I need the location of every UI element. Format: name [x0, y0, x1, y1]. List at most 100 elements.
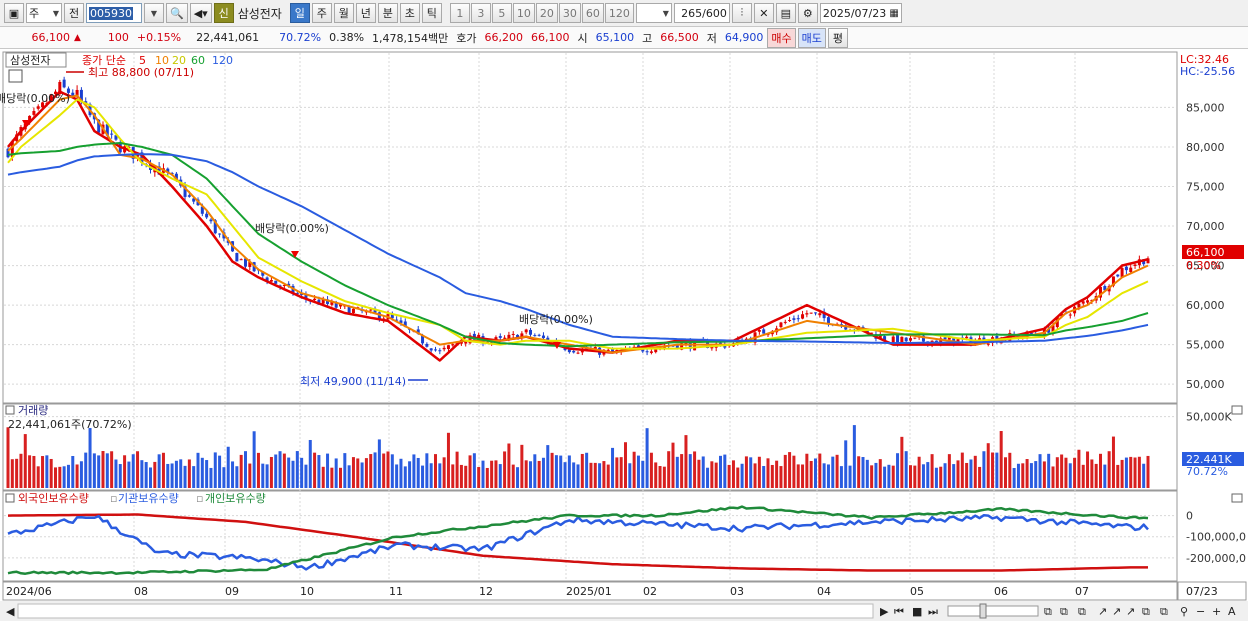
tool-icon[interactable]: ↗ — [1112, 605, 1121, 618]
candle-body — [567, 349, 571, 353]
period-tab[interactable]: 분 — [377, 3, 398, 23]
volume-bar — [749, 457, 753, 488]
volume-bar — [49, 458, 53, 488]
zoom-slider[interactable] — [947, 605, 1039, 617]
period-tab[interactable]: 일 — [289, 3, 310, 23]
gear-icon[interactable]: ⚙ — [797, 3, 818, 23]
zoom-out-icon[interactable]: − — [1196, 605, 1205, 618]
ma-60: 60 — [191, 54, 205, 67]
table-icon[interactable] — [8, 69, 23, 83]
stock-code-input[interactable]: 005930 — [86, 3, 142, 23]
prev-button[interactable]: 전 — [64, 3, 84, 23]
volume-close-icon[interactable] — [1231, 405, 1243, 415]
volume-bar — [1103, 464, 1107, 488]
volume-bar — [360, 462, 364, 488]
volume-title: 거래량 — [18, 404, 48, 417]
volume-bar — [1129, 456, 1133, 488]
first-icon[interactable]: ⏮ — [894, 605, 904, 618]
volume-bar — [1077, 449, 1081, 488]
multiplier-tab[interactable]: 3 — [470, 3, 491, 23]
candle-body — [438, 350, 442, 352]
eval-button[interactable]: 평 — [827, 27, 848, 48]
search-icon[interactable]: 🔍 — [166, 3, 188, 23]
candle-body — [140, 152, 144, 163]
candle-body — [235, 252, 239, 262]
zoom-search-icon[interactable]: ⚲ — [1180, 605, 1188, 618]
scroll-left-icon[interactable]: ◀ — [6, 605, 15, 618]
volume-bar — [615, 457, 619, 488]
count-value: 265 — [681, 6, 703, 20]
sell-button[interactable]: 매도 — [797, 27, 826, 48]
last-icon[interactable]: ⏭ — [928, 605, 938, 618]
tool-icon[interactable]: ⧉ — [1142, 605, 1150, 618]
volume-bar — [740, 463, 744, 488]
buy-button[interactable]: 매수 — [767, 27, 796, 48]
count-input[interactable]: 265/600 — [673, 3, 730, 23]
volume-bar — [602, 461, 606, 488]
calendar-icon[interactable]: ▦ — [889, 7, 899, 19]
candle-body — [269, 280, 273, 282]
candle-body — [248, 261, 252, 267]
candle-body — [205, 213, 209, 218]
candle-body — [809, 312, 813, 314]
panel-toggle-icon[interactable] — [5, 493, 15, 503]
scroll-right-icon[interactable]: ▶ — [880, 605, 889, 618]
crosshair-icon[interactable]: ✕ — [753, 3, 774, 23]
multiplier-tab[interactable]: 5 — [491, 3, 512, 23]
font-size-icon[interactable]: A — [1228, 605, 1236, 618]
period-tab[interactable]: 년 — [355, 3, 376, 23]
candle-body — [339, 304, 342, 307]
sound-icon[interactable]: ◀▾ — [189, 3, 212, 23]
panel-toggle-icon[interactable] — [5, 405, 15, 415]
multiplier-tab[interactable]: 60 — [581, 3, 604, 23]
tool-icon[interactable]: ↗ — [1126, 605, 1135, 618]
market-select[interactable]: 주 ▼ — [26, 3, 62, 23]
candle-body — [49, 94, 53, 102]
tool-icon[interactable]: ⧉ — [1078, 605, 1086, 618]
volume-bar — [369, 454, 373, 488]
date-input[interactable]: 2025/07/23 ▦ — [819, 3, 902, 23]
volume-bar — [727, 464, 731, 488]
candle-body — [805, 313, 809, 315]
code-dropdown-button[interactable]: ▼ — [144, 3, 164, 23]
candle-body — [947, 337, 951, 340]
save-icon[interactable]: ▤ — [775, 3, 796, 23]
multiplier-tab[interactable]: 20 — [535, 3, 558, 23]
volume-bar — [507, 443, 511, 488]
volume-bar — [334, 458, 338, 488]
volume-bar — [356, 458, 360, 488]
volume-bar — [412, 454, 416, 488]
candle-body — [79, 89, 83, 101]
candle-body — [1077, 303, 1081, 308]
period-tab[interactable]: 월 — [333, 3, 354, 23]
x-tick-label: 09 — [225, 585, 239, 598]
multiplier-select[interactable]: ▼ — [635, 3, 672, 23]
stop-icon[interactable]: ■ — [912, 605, 922, 618]
tool-icon[interactable]: ⧉ — [1060, 605, 1068, 618]
volume-bar — [675, 456, 679, 488]
period-tab[interactable]: 초 — [399, 3, 420, 23]
candle-body — [36, 106, 40, 109]
tool-icon[interactable]: ↗ — [1098, 605, 1107, 618]
candle-body — [550, 341, 554, 344]
multiplier-tab[interactable]: 10 — [512, 3, 535, 23]
window-icon[interactable]: ▣ — [4, 3, 24, 23]
scrollbar-track[interactable] — [17, 603, 874, 619]
candle-body — [239, 259, 243, 261]
period-tab[interactable]: 틱 — [421, 3, 442, 23]
multiplier-tab[interactable]: 30 — [558, 3, 581, 23]
candle-type-icon[interactable]: ⫶ — [731, 3, 752, 23]
tool-icon[interactable]: ⧉ — [1044, 605, 1052, 618]
zoom-handle[interactable] — [979, 603, 987, 619]
multiplier-tab[interactable]: 1 — [449, 3, 470, 23]
candle-body — [503, 337, 507, 339]
zoom-in-icon[interactable]: + — [1212, 605, 1221, 618]
holding-close-icon[interactable] — [1231, 493, 1243, 503]
tool-icon[interactable]: ⧉ — [1160, 605, 1168, 618]
candle-body — [373, 308, 377, 313]
candle-body — [54, 91, 57, 95]
period-tab[interactable]: 주 — [311, 3, 332, 23]
ma-line-20 — [7, 98, 1149, 350]
multiplier-tab[interactable]: 120 — [604, 3, 634, 23]
x-tick-label: 12 — [479, 585, 493, 598]
